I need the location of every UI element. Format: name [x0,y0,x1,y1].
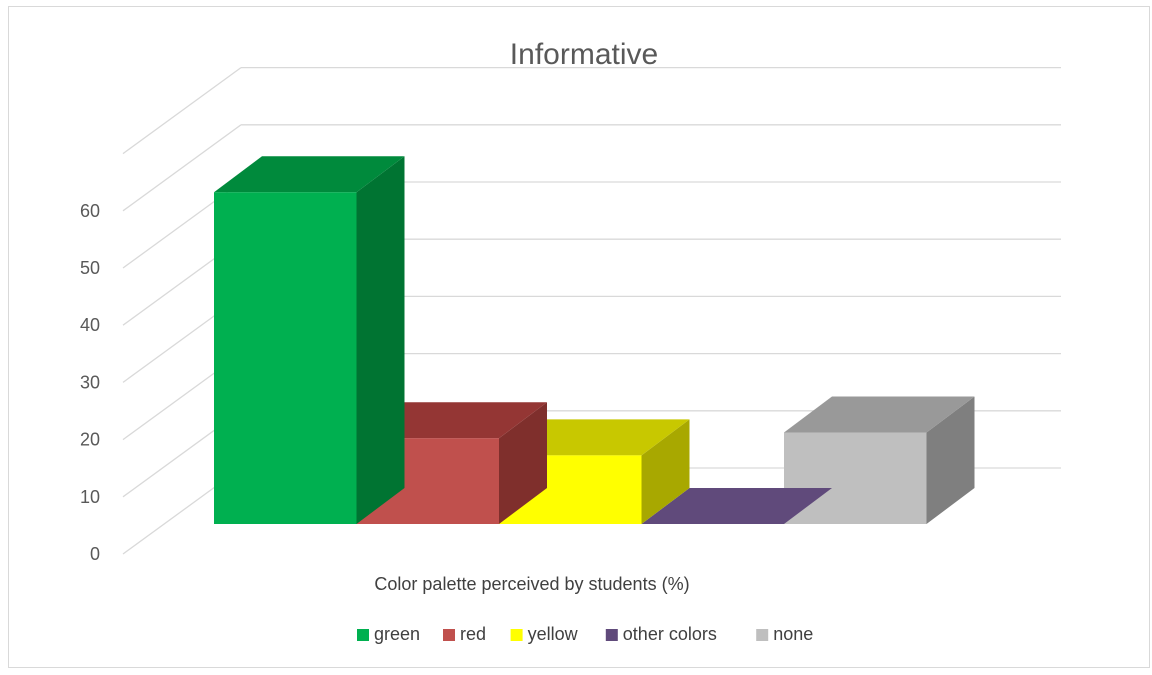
bar-front-face [784,432,927,524]
y-tick-label: 30 [80,372,100,392]
y-tick-label: 50 [80,258,100,278]
bar-top-face [784,396,975,433]
chart-title: Informative [510,38,658,71]
legend-swatch [510,629,523,641]
y-tick-label: 20 [80,430,100,450]
legend-swatch [443,629,455,641]
legend-item-yellow: yellow [510,624,579,644]
bar-none [784,396,975,524]
legend-label: yellow [528,624,579,644]
y-tick-label: 10 [80,487,100,507]
y-axis-ticks: 0 10 20 30 40 50 60 [80,201,100,564]
bar-front-face [214,192,357,525]
chart-svg: Informative 0 10 20 30 40 50 60 Color palette … [80,38,1061,644]
bar-side-face [499,402,547,524]
bar-green [214,156,405,525]
legend-label: none [773,624,813,644]
gridline-diagonal [122,124,242,212]
bar-top-face [214,156,405,193]
chart-frame: Informative 0 10 20 30 40 50 60 Color palette … [8,6,1150,668]
legend-swatch [605,629,618,641]
x-axis-title: Color palette perceived by students (%) [374,574,689,594]
gridline-diagonal [122,67,242,155]
legend-item-none: none [756,624,813,644]
y-tick-label: 60 [80,201,100,221]
legend-swatch [357,629,369,641]
legend-item-red: red [443,624,486,644]
legend-swatch [756,629,769,641]
bar-side-face [356,156,405,525]
bar-side-face [926,396,975,524]
legend: green red yellow other colors none [357,624,813,644]
legend-label: red [460,624,486,644]
y-tick-label: 0 [90,544,100,564]
bar-other-colors [641,488,832,524]
bars [214,156,975,525]
legend-label: other colors [623,624,717,644]
y-tick-label: 40 [80,315,100,335]
legend-item-green: green [357,624,420,644]
legend-item-other-colors: other colors [605,624,717,644]
bar-top-face [641,488,832,524]
legend-label: green [374,624,420,644]
bar-side-face [641,419,690,524]
